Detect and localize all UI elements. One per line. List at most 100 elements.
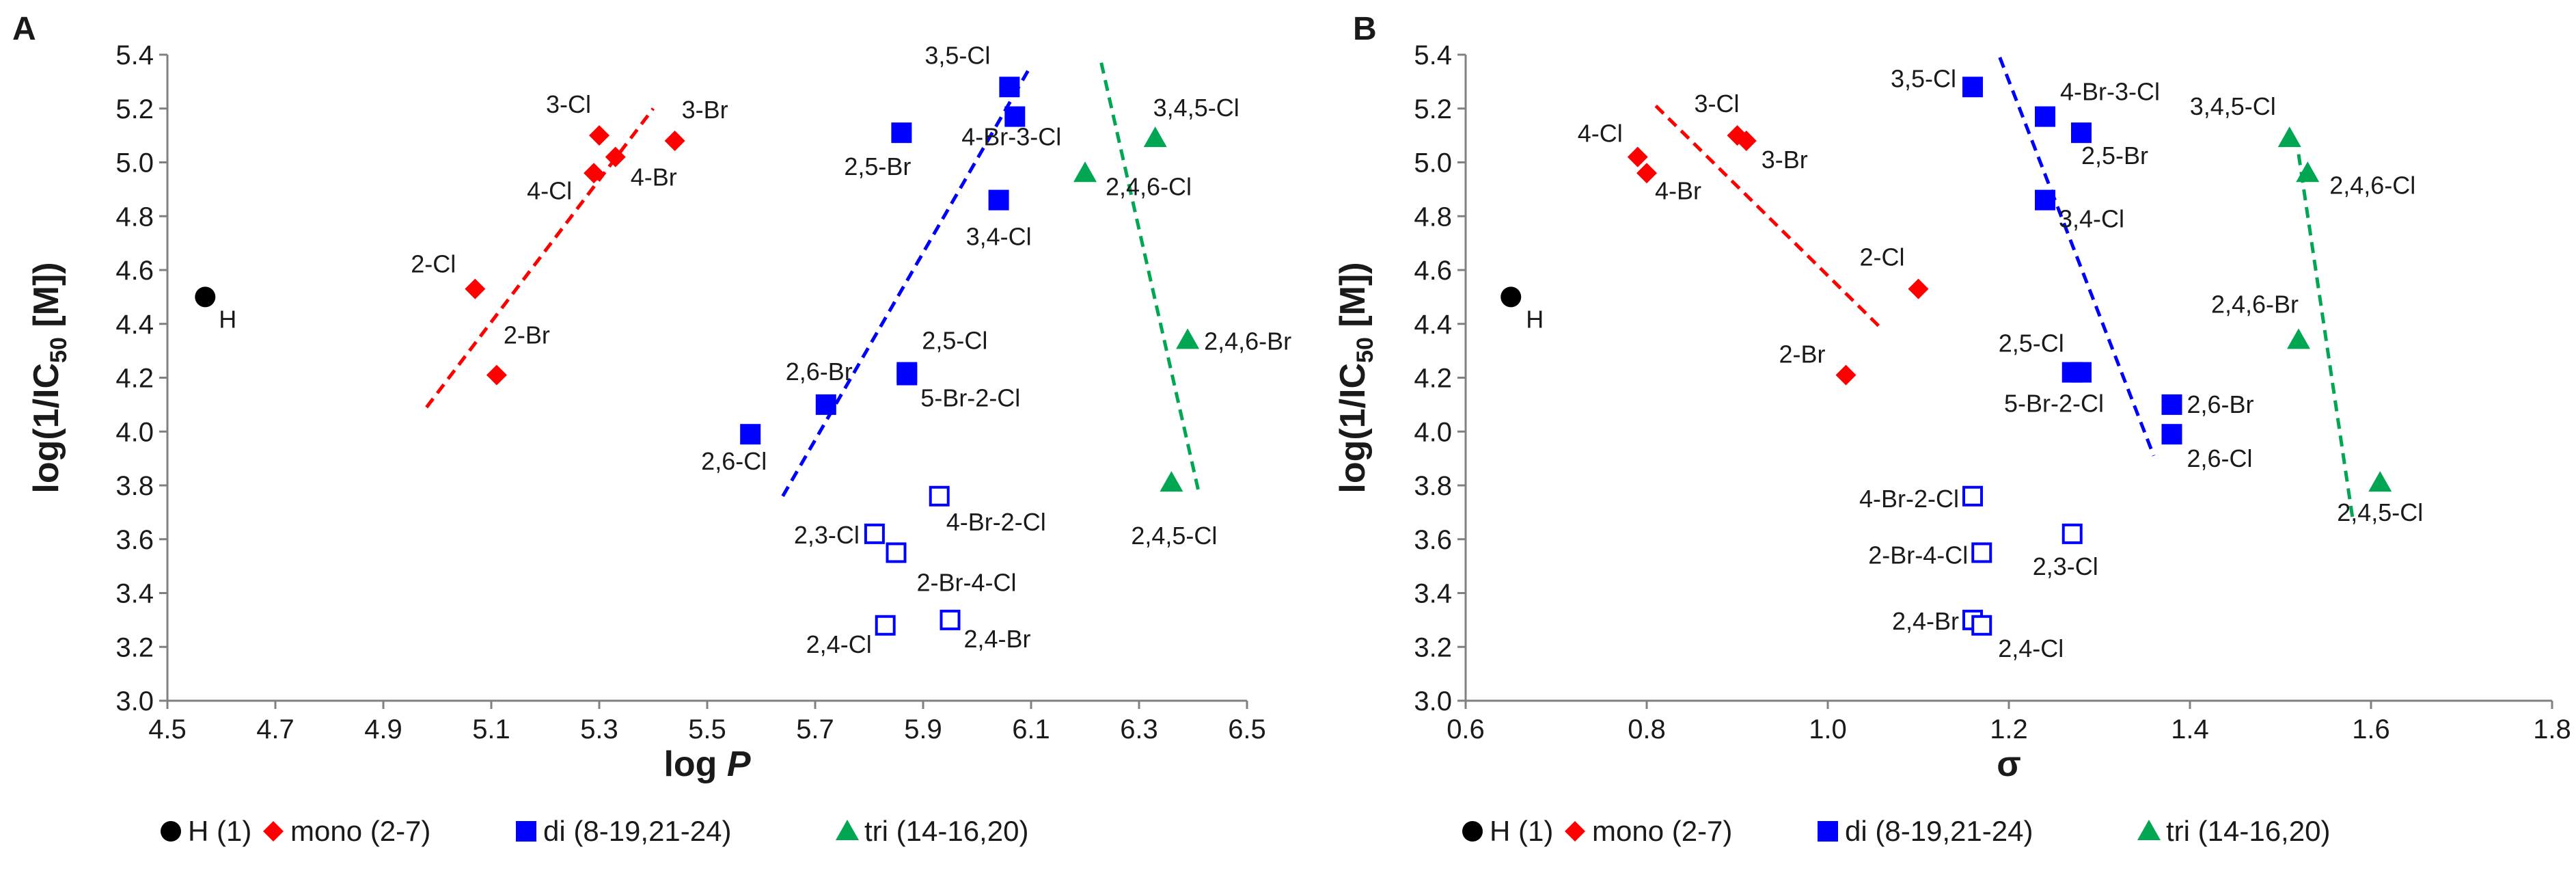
data-point-4-cl (584, 163, 605, 184)
data-point-2-3-cl (864, 523, 885, 544)
data-point-2-4-cl (875, 615, 896, 636)
legend-marker-H (161, 821, 181, 842)
y-tick-label: 4.0 (1414, 417, 1452, 447)
data-point-3-5-cl (1962, 77, 1983, 98)
data-label-2-4-br: 2,4-Br (964, 625, 1031, 653)
y-tick-label: 3.4 (115, 579, 154, 609)
y-tick-label: 4.2 (1414, 364, 1452, 394)
data-label-4-br-2-cl: 4-Br-2-Cl (1859, 485, 1959, 513)
x-tick-label: 5.7 (796, 714, 834, 744)
y-axis-title: log(1/IC50 [M]) (1333, 262, 1378, 493)
data-label-4-br-3-cl: 4-Br-3-Cl (2060, 78, 2160, 106)
data-label-2-5-cl: 2,5-Cl (922, 327, 987, 355)
data-point-5-br-2-cl (896, 362, 918, 383)
y-tick-label: 3.0 (1414, 686, 1452, 716)
data-point-2-4-6-br (1176, 328, 1200, 349)
y-tick-label: 3.6 (1414, 525, 1452, 555)
data-label-2-4-6-br: 2,4,6-Br (2211, 290, 2299, 318)
data-point-2-cl (465, 278, 486, 299)
y-tick-label: 5.4 (1414, 40, 1452, 70)
y-tick-label: 5.4 (115, 40, 154, 70)
legend-label-tri: tri (14-16,20) (2166, 815, 2330, 847)
data-label-2-cl: 2-Cl (411, 250, 456, 278)
trendline-tri (2297, 154, 2355, 521)
data-label-h: H (1526, 305, 1544, 333)
data-point-4-br-2-cl (1962, 485, 1983, 507)
panel-letter: B (1353, 11, 1377, 47)
legend-marker-mono (263, 821, 284, 842)
y-tick-label: 4.4 (1414, 310, 1452, 340)
data-label-3-cl: 3-Cl (546, 90, 591, 118)
x-tick-label: 4.5 (148, 714, 187, 744)
data-label-4-cl: 4-Cl (527, 176, 572, 204)
data-point-3-br (1736, 131, 1757, 151)
data-point-2-4-6-br (2287, 328, 2310, 349)
legend-label-H: H (1) (188, 815, 251, 847)
data-point-2-6-br (815, 394, 836, 415)
data-point-4-br-2-cl (929, 485, 950, 507)
data-point-2-6-cl (740, 424, 761, 445)
data-label-2-4-6-cl: 2,4,6-Cl (2329, 171, 2415, 199)
data-point-h (1501, 286, 1522, 308)
data-point-h (195, 286, 216, 308)
data-label-2-4-6-cl: 2,4,6-Cl (1106, 172, 1192, 200)
y-tick-label: 3.2 (115, 632, 154, 662)
data-label-2-br: 2-Br (1779, 340, 1825, 368)
legend: H (1) mono (2-7) di (8-19,21-24) tri (14-16… (1462, 815, 2330, 847)
data-point-2-4-5-cl (1160, 471, 1183, 492)
data-point-2-5-br (891, 122, 912, 144)
data-label-3-4-5-cl: 3,4,5-Cl (1153, 94, 1239, 122)
data-point-5-br-2-cl (2071, 362, 2092, 383)
y-tick-label: 5.2 (1414, 94, 1452, 124)
y-tick-label: 3.0 (115, 686, 154, 716)
data-label-3-4-cl: 3,4-Cl (2059, 205, 2124, 233)
y-axis-title-pre: log(1/IC (27, 363, 66, 494)
y-tick-label: 3.4 (1414, 579, 1452, 609)
x-tick-label: 6.3 (1120, 714, 1158, 744)
y-axis-title-pre: log(1/IC (1333, 363, 1373, 494)
data-point-3-cl (589, 125, 609, 146)
data-label-4-br-2-cl: 4-Br-2-Cl (946, 508, 1046, 536)
data-label-2-6-cl: 2,6-Cl (2187, 444, 2253, 472)
data-label-2-4-cl: 2,4-Cl (1998, 634, 2064, 662)
data-label-2-cl: 2-Cl (1859, 243, 1904, 271)
trendline-di (1998, 57, 2156, 457)
trendline-tri (1099, 62, 1201, 492)
panel-letter: A (12, 11, 36, 47)
x-tick-label: 1.0 (1809, 714, 1847, 744)
legend: H (1) mono (2-7) di (8-19,21-24) tri (14-16… (161, 815, 1028, 847)
data-point-4-br (605, 146, 626, 167)
data-point-4-cl (1627, 146, 1648, 167)
x-tick-label: 1.2 (1990, 714, 2028, 744)
legend-label-tri: tri (14-16,20) (864, 815, 1028, 847)
data-label-3-5-cl: 3,5-Cl (924, 41, 990, 69)
x-tick-label: 5.9 (904, 714, 942, 744)
data-label-2-6-br: 2,6-Br (2187, 390, 2254, 418)
data-label-3-br: 3-Br (682, 96, 728, 124)
y-tick-label: 4.8 (1414, 202, 1452, 232)
x-tick-label: 6.1 (1012, 714, 1050, 744)
trendline-di (781, 64, 1033, 497)
x-axis-title: σ (1997, 744, 2021, 784)
data-point-2-br (1835, 364, 1856, 386)
data-point-2-cl (1908, 278, 1929, 299)
data-label-3-5-cl: 3,5-Cl (1891, 64, 1956, 92)
y-tick-label: 4.6 (115, 256, 154, 286)
data-point-2-4-cl (1971, 615, 1992, 636)
data-label-2-3-cl: 2,3-Cl (794, 521, 860, 549)
data-label-5-br-2-cl: 5-Br-2-Cl (920, 384, 1020, 412)
y-tick-label: 5.0 (115, 148, 154, 178)
data-label-2-6-br: 2,6-Br (786, 358, 853, 386)
data-point-3-5-cl (999, 77, 1020, 98)
data-label-2-6-cl: 2,6-Cl (701, 447, 767, 475)
legend-label-di: di (8-19,21-24) (543, 815, 731, 847)
data-label-4-br-3-cl: 4-Br-3-Cl (961, 123, 1061, 151)
x-tick-label: 5.1 (472, 714, 510, 744)
x-tick-label: 1.6 (2352, 714, 2390, 744)
data-label-2-5-br: 2,5-Br (844, 152, 911, 180)
legend-marker-tri (836, 820, 859, 840)
data-point-3-br (664, 131, 685, 151)
y-tick-label: 4.6 (1414, 256, 1452, 286)
chart-panel-a: A 3.0 3.2 3.4 3.6 3.8 4.0 4.2 4.4 4.6 4.8 5.0 5.2 5.4… (12, 11, 1291, 847)
